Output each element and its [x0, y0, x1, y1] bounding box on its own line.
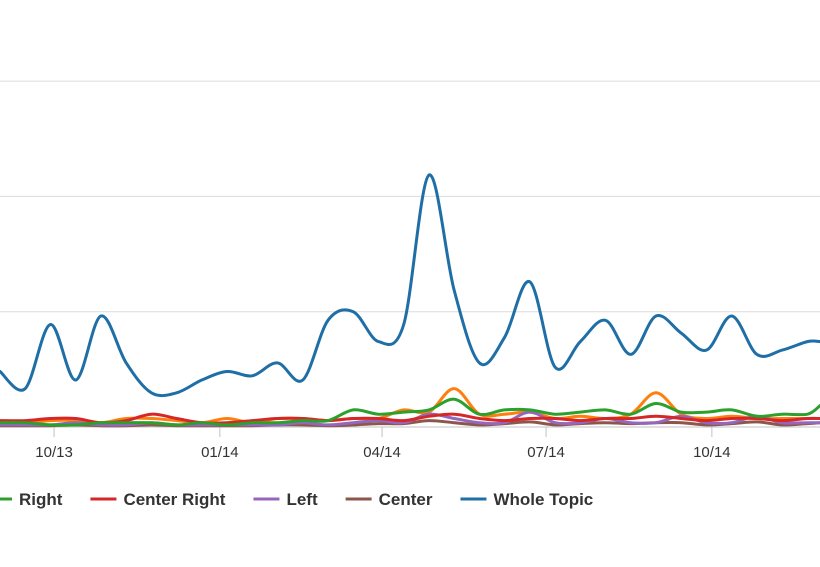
- gridlines: [0, 80, 820, 313]
- x-tick-label: 10/14: [693, 444, 731, 461]
- x-tick-label: 04/14: [363, 444, 401, 461]
- x-tick-label: 10/13: [35, 444, 73, 461]
- x-tick-label: 07/14: [527, 444, 565, 461]
- series-line-orange: [0, 387, 820, 425]
- series-line-center-right: [0, 412, 820, 425]
- series-line-whole-topic: [0, 173, 820, 398]
- legend-label: Center Right: [123, 490, 225, 509]
- x-tick-label: 01/14: [201, 444, 239, 461]
- legend-label: Whole Topic: [493, 490, 593, 509]
- legend-label: Left: [286, 490, 318, 509]
- legend-label: Right: [19, 490, 63, 509]
- series-line-right: [0, 397, 820, 427]
- legend-label: Center: [379, 490, 433, 509]
- x-axis-ticks: 10/13 01/14 04/14 07/14 10/14: [35, 427, 731, 461]
- series-lines: [0, 173, 820, 428]
- legend: Right Center Right Left Center Whole Topic: [0, 490, 593, 509]
- series-line-center: [0, 419, 820, 428]
